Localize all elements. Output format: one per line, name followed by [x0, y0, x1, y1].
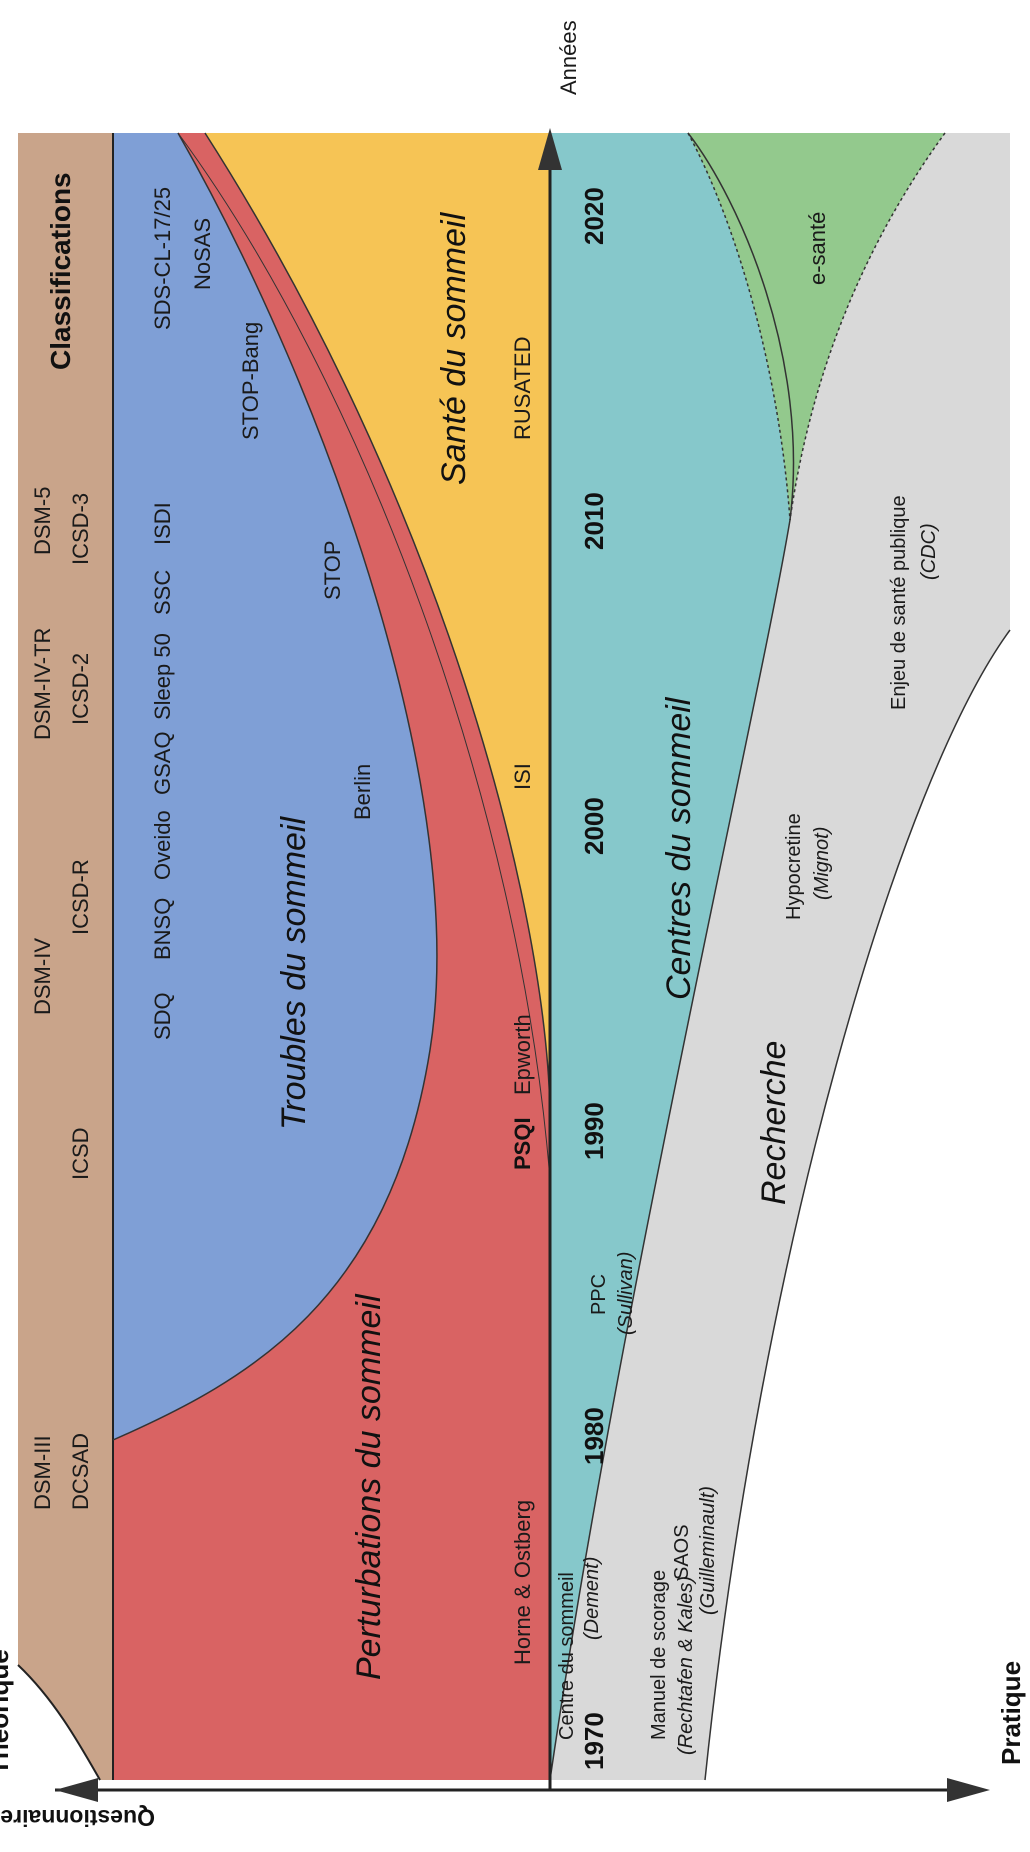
troubles-outline	[112, 132, 438, 1441]
sante-title: Santé du sommeil	[435, 211, 473, 485]
saos-line1: SAOS	[671, 1524, 693, 1580]
troubles-title: Troubles du sommeil	[275, 816, 313, 1130]
q-gsaq: GSAQ	[150, 731, 175, 795]
bottom-label-pratique: Pratique	[996, 1661, 1026, 1765]
sante-outline	[204, 132, 551, 1111]
esante-outline	[789, 132, 946, 521]
q-isi: ISI	[510, 763, 535, 790]
year-label-1980: 1980	[579, 1407, 609, 1465]
q-isdi: ISDI	[150, 502, 175, 545]
left-arrowhead	[55, 1778, 98, 1802]
classifications-title: Classifications	[45, 172, 76, 370]
recherche-outline	[704, 629, 1011, 1781]
region-esante	[688, 133, 945, 520]
q-sds-cl: SDS-CL-17/25	[150, 187, 175, 330]
q-sdq: SDQ	[150, 992, 175, 1040]
class-dsm-5: DSM-5	[30, 487, 55, 555]
year-label-1970: 1970	[579, 1712, 609, 1770]
centres-title: Centres du sommeil	[660, 696, 698, 1000]
manuel-line2: (Rechtafen & Kales)	[675, 1576, 697, 1755]
q-berlin: Berlin	[350, 764, 375, 820]
q-stop: STOP	[320, 540, 345, 600]
questionnaires-axis-label: Questionnaires et concepts	[0, 1805, 155, 1831]
q-epworth: Epworth	[510, 1014, 535, 1095]
q-bnsq: BNSQ	[150, 898, 175, 960]
classifications-outer-curve	[17, 1664, 101, 1781]
esante-title: e-santé	[805, 212, 830, 285]
class-dsm-iv: DSM-IV	[30, 938, 55, 1015]
recherche-title: Recherche	[755, 1041, 793, 1205]
manuel-line1: Manuel de scorage	[648, 1570, 670, 1740]
class-icsd: ICSD	[68, 1127, 93, 1180]
q-psqi: PSQI	[510, 1117, 535, 1170]
class-icsd-2: ICSD-2	[68, 653, 93, 725]
region-troubles	[113, 133, 437, 1440]
centres-outline	[549, 132, 795, 1781]
year-label-2020: 2020	[579, 187, 609, 245]
saos-line2: (Guilleminault)	[697, 1486, 719, 1615]
region-classifications	[18, 133, 113, 1780]
hypo-line2: (Mignot)	[811, 827, 833, 900]
centre-dement-line1: Centre du sommeil	[556, 1572, 578, 1740]
ppc-line1: PPC	[588, 1274, 610, 1315]
q-oveido: Oveido	[150, 810, 175, 880]
region-centres	[550, 133, 794, 1780]
class-dsm-iii: DSM-III	[30, 1435, 55, 1510]
class-dcsad: DCSAD	[68, 1433, 93, 1510]
year-ticks: 1970 1980 1990 2000 2010 2020	[579, 187, 609, 1770]
centre-dement-line2: (Dement)	[581, 1557, 603, 1640]
ppc-line2: (Sullivan)	[615, 1252, 637, 1335]
years-axis-label: Années	[556, 20, 581, 95]
year-label-2000: 2000	[579, 797, 609, 855]
top-label-theorique: Théorique	[0, 1649, 14, 1775]
q-ssc: SSC	[150, 570, 175, 615]
q-sleep50: Sleep 50	[150, 633, 175, 720]
year-label-2010: 2010	[579, 492, 609, 550]
year-label-1990: 1990	[579, 1102, 609, 1160]
red-convergence-line	[177, 132, 551, 1181]
class-icsd-r: ICSD-R	[68, 859, 93, 935]
hypo-line1: Hypocretine	[783, 813, 805, 920]
years-axis-arrowhead	[538, 128, 562, 170]
enjeu-line2: (CDC)	[918, 523, 940, 580]
class-icsd-3: ICSD-3	[68, 493, 93, 565]
q-horne-ostberg: Horne & Ostberg	[510, 1500, 535, 1665]
perturbations-title: Perturbations du sommeil	[350, 1293, 388, 1680]
q-nosas: NoSAS	[190, 218, 215, 290]
region-sante	[205, 133, 550, 1110]
enjeu-line1: Enjeu de santé publique	[888, 495, 910, 710]
q-rusated: RUSATED	[510, 337, 535, 441]
class-dsm-iv-tr: DSM-IV-TR	[30, 628, 55, 740]
right-arrowhead	[947, 1778, 990, 1802]
q-stop-bang: STOP-Bang	[238, 322, 263, 440]
